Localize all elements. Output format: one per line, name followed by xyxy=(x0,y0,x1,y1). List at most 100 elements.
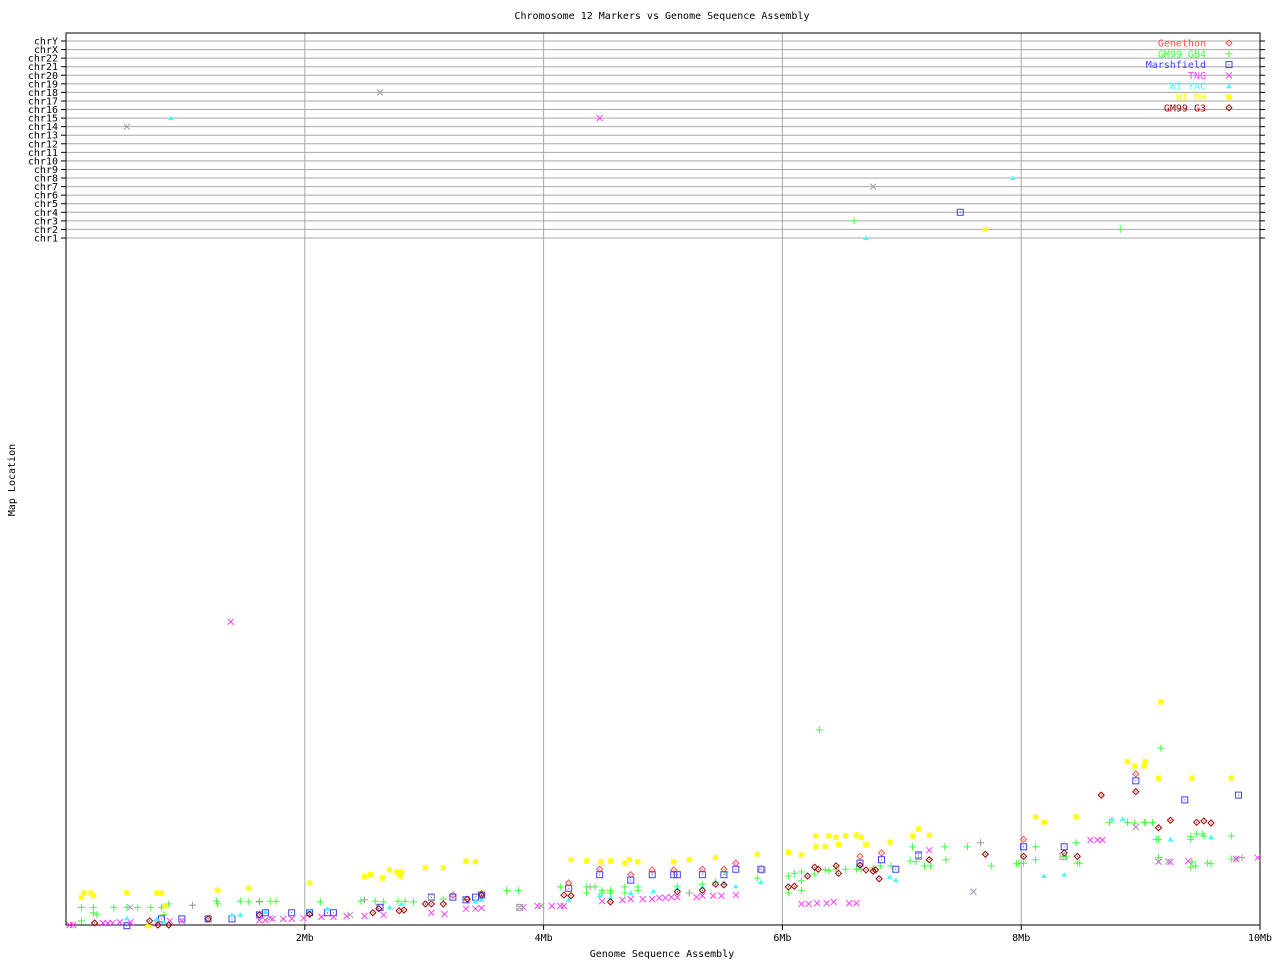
data-point xyxy=(147,903,155,911)
y-tick-label: chr1 xyxy=(34,234,58,245)
data-point-chr2 xyxy=(982,226,989,233)
data-point xyxy=(892,865,900,873)
data-point xyxy=(812,843,819,850)
data-point xyxy=(790,869,798,877)
data-point xyxy=(245,885,252,892)
data-point xyxy=(1157,744,1165,752)
data-point xyxy=(732,883,739,889)
y-tick-label: chr7 xyxy=(34,182,58,193)
data-point xyxy=(324,906,331,911)
data-point xyxy=(621,889,629,897)
data-point xyxy=(856,852,864,861)
data-point xyxy=(367,871,374,878)
data-point xyxy=(1019,835,1028,844)
data-point xyxy=(1097,791,1105,799)
data-point xyxy=(330,913,337,921)
series-marshfield xyxy=(123,208,1243,930)
data-point xyxy=(236,897,244,905)
y-tick-label: chrY xyxy=(34,37,58,48)
y-tick-label: chr17 xyxy=(28,96,58,107)
legend-marker-square-icon xyxy=(1225,61,1233,69)
data-point xyxy=(1020,859,1028,867)
data-point xyxy=(583,858,590,865)
legend-marker-star-icon xyxy=(1226,94,1232,100)
data-point xyxy=(556,883,564,891)
data-point xyxy=(842,832,849,839)
data-point xyxy=(89,909,97,917)
y-tick-label: chr8 xyxy=(34,174,58,185)
data-point xyxy=(214,900,222,908)
y-tick-label: chr16 xyxy=(28,105,58,116)
data-point xyxy=(145,917,154,925)
data-point xyxy=(80,890,87,897)
data-point xyxy=(154,921,162,929)
data-point xyxy=(516,903,524,911)
data-point xyxy=(565,884,573,892)
data-point xyxy=(711,880,720,888)
data-point xyxy=(123,903,131,911)
data-point xyxy=(607,858,614,865)
data-point xyxy=(830,898,838,906)
data-point xyxy=(906,857,914,865)
legend-marker-triangle-icon xyxy=(1226,83,1232,89)
series-unlabeled-9 xyxy=(427,852,1067,911)
data-point xyxy=(1076,859,1084,867)
y-tick-label: chr9 xyxy=(34,165,58,176)
data-point xyxy=(662,894,669,902)
y-tick-label: chr4 xyxy=(34,208,58,219)
series-genethon xyxy=(449,770,1140,899)
data-point xyxy=(1227,832,1235,840)
data-point xyxy=(639,895,647,903)
data-point xyxy=(439,900,448,908)
data-point xyxy=(560,891,568,899)
data-point xyxy=(88,890,95,897)
data-point xyxy=(685,889,693,897)
data-point xyxy=(853,832,860,839)
data-point xyxy=(463,895,471,903)
data-point-chr15 xyxy=(168,115,175,121)
data-point xyxy=(753,874,761,882)
data-point xyxy=(1060,843,1068,851)
data-point xyxy=(1032,813,1039,820)
data-point xyxy=(673,871,681,879)
data-point xyxy=(835,841,842,848)
data-point xyxy=(306,879,313,886)
data-point xyxy=(204,915,212,923)
data-point xyxy=(1157,698,1164,705)
data-point xyxy=(1208,834,1215,840)
data-point xyxy=(1185,857,1192,865)
data-point xyxy=(626,856,633,863)
data-point xyxy=(178,917,186,925)
data-point xyxy=(712,854,719,861)
data-point xyxy=(627,895,635,903)
data-point xyxy=(1155,775,1162,782)
data-point xyxy=(78,894,85,901)
data-point xyxy=(757,865,765,873)
data-point xyxy=(1132,788,1140,796)
data-point xyxy=(798,900,805,908)
data-point xyxy=(145,922,152,929)
data-point xyxy=(1119,816,1126,821)
data-point xyxy=(842,865,850,873)
data-point xyxy=(262,916,269,924)
y-tick-label: chr3 xyxy=(34,216,58,227)
data-point xyxy=(878,856,886,864)
legend-label: GM99 GB4 xyxy=(1158,49,1206,60)
data-point xyxy=(548,902,556,910)
data-point xyxy=(449,893,457,901)
data-point xyxy=(401,897,409,905)
data-point xyxy=(596,865,604,873)
data-point xyxy=(875,875,883,883)
data-point xyxy=(1155,835,1163,843)
data-point-chr14 xyxy=(123,123,131,131)
y-tick-label: chr21 xyxy=(28,62,58,73)
data-point xyxy=(1141,762,1148,769)
data-point xyxy=(941,843,949,851)
data-point xyxy=(1108,816,1115,821)
data-point xyxy=(1142,758,1149,765)
data-point xyxy=(634,886,642,894)
data-point xyxy=(853,899,860,907)
data-point xyxy=(915,826,922,833)
y-tick-label: chr19 xyxy=(28,79,58,90)
